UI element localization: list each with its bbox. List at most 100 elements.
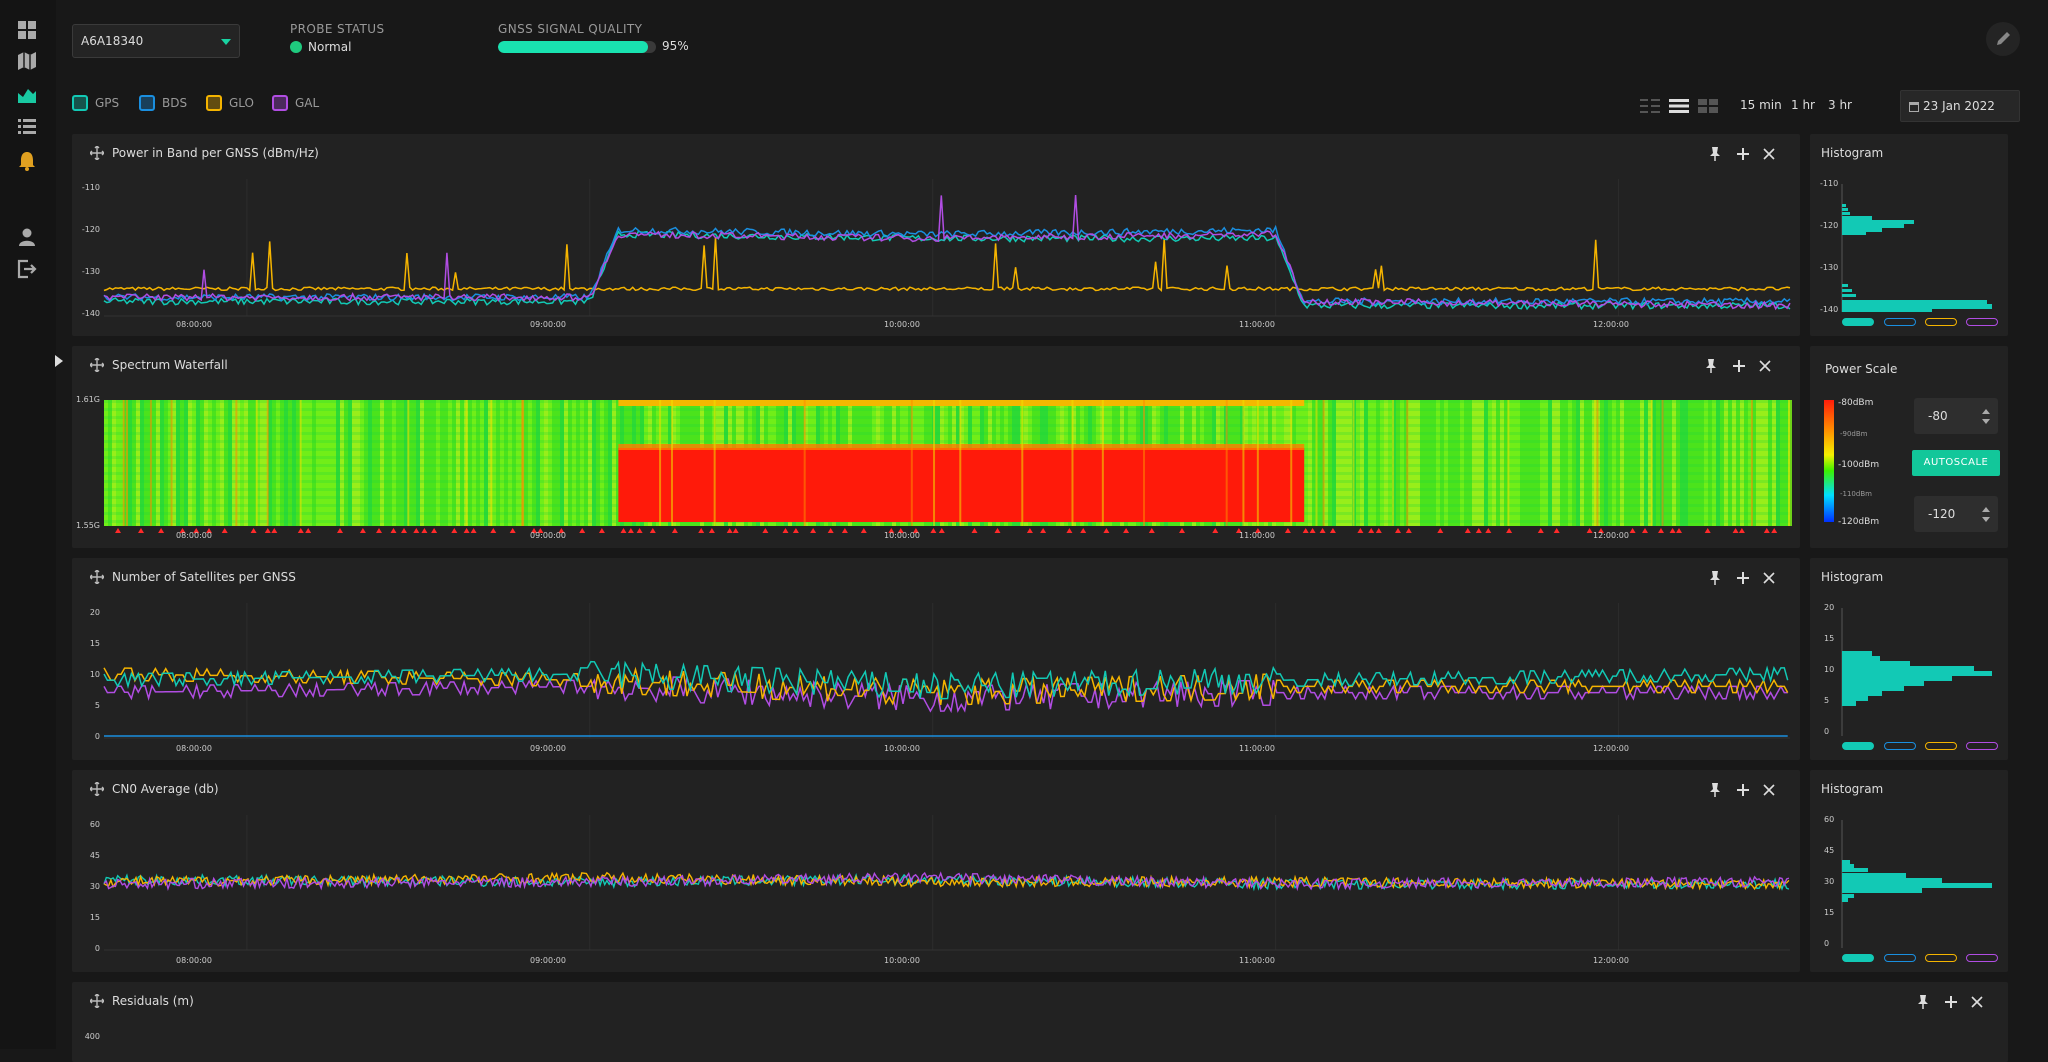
expand-sidebar-icon[interactable] xyxy=(52,352,66,370)
event-marker xyxy=(271,528,278,533)
waterfall-column xyxy=(1440,400,1444,526)
x-tick-labels: 08:00:00 09:00:00 10:00:00 11:00:00 12:0… xyxy=(176,956,1629,965)
waterfall-column xyxy=(396,400,400,526)
histogram-series-gps[interactable] xyxy=(1842,742,1874,750)
x-tick-label: 10:00:00 xyxy=(884,531,920,540)
histogram-series-bds[interactable] xyxy=(1884,742,1916,750)
histogram-bar xyxy=(1842,309,1932,312)
histogram-series-glo[interactable] xyxy=(1925,954,1957,962)
waterfall-column xyxy=(1556,400,1560,526)
waterfall-column xyxy=(576,400,580,526)
gal-checkbox[interactable] xyxy=(272,95,288,111)
close-icon[interactable] xyxy=(1762,570,1776,586)
waterfall-spike xyxy=(933,400,936,526)
waterfall-column xyxy=(1520,400,1524,526)
decrement-icon[interactable] xyxy=(1982,419,1990,424)
max-power-input[interactable]: -80 xyxy=(1914,398,1998,434)
glo-checkbox[interactable] xyxy=(206,95,222,111)
gps-checkbox[interactable] xyxy=(72,95,88,111)
date-picker[interactable]: 23 Jan 2022 xyxy=(1900,90,2020,122)
y-tick-label: -110 xyxy=(1820,179,1838,188)
waterfall-column xyxy=(1336,400,1340,526)
pin-icon[interactable] xyxy=(1704,358,1718,374)
decrement-icon[interactable] xyxy=(1982,517,1990,522)
list-icon[interactable] xyxy=(16,115,38,137)
histogram-bar xyxy=(1842,208,1848,211)
histogram-series-bds[interactable] xyxy=(1884,318,1916,326)
event-marker xyxy=(762,528,769,533)
waterfall-spike xyxy=(1071,400,1074,526)
dashboard-icon[interactable] xyxy=(16,19,38,41)
time-controls: 15 min 1 hr 3 hr 23 Jan 2022 xyxy=(1640,90,2020,122)
waterfall-column xyxy=(1432,400,1436,526)
move-icon[interactable] xyxy=(90,358,104,372)
event-marker xyxy=(558,528,565,533)
edit-button[interactable] xyxy=(1986,22,2020,56)
histogram-series-gal[interactable] xyxy=(1966,954,1998,962)
user-icon[interactable] xyxy=(16,226,38,248)
close-icon[interactable] xyxy=(1970,994,1984,1010)
waterfall-column xyxy=(116,400,120,526)
waterfall-column xyxy=(1704,400,1708,526)
probe-select[interactable]: A6A18340 xyxy=(72,24,240,58)
add-icon[interactable] xyxy=(1736,782,1750,798)
move-icon[interactable] xyxy=(90,994,104,1008)
histogram-title: Histogram xyxy=(1821,782,1884,796)
move-icon[interactable] xyxy=(90,570,104,584)
close-icon[interactable] xyxy=(1762,782,1776,798)
waterfall-column xyxy=(268,400,272,526)
move-icon[interactable] xyxy=(90,146,104,160)
waterfall-column xyxy=(1756,400,1760,526)
pin-icon[interactable] xyxy=(1708,146,1722,162)
histogram-series-gal[interactable] xyxy=(1966,742,1998,750)
histogram-series-gps[interactable] xyxy=(1842,318,1874,326)
pin-icon[interactable] xyxy=(1708,782,1722,798)
autoscale-button[interactable]: AUTOSCALE xyxy=(1912,450,2000,476)
min-power-value: -120 xyxy=(1928,507,1956,521)
range-1hr-button[interactable]: 1 hr xyxy=(1791,98,1815,112)
power-scale-label: -110dBm xyxy=(1840,490,1872,498)
increment-icon[interactable] xyxy=(1982,409,1990,414)
histogram-series-glo[interactable] xyxy=(1925,318,1957,326)
pin-icon[interactable] xyxy=(1708,570,1722,586)
min-power-input[interactable]: -120 xyxy=(1914,496,1998,532)
event-marker xyxy=(782,528,789,533)
layout-grid-icon[interactable] xyxy=(1640,98,1660,114)
close-icon[interactable] xyxy=(1762,146,1776,162)
waterfall-column xyxy=(212,400,216,526)
signal-quality-bar xyxy=(498,41,656,53)
layout-rows-icon[interactable] xyxy=(1669,98,1689,114)
waterfall-column xyxy=(568,400,572,526)
logout-icon[interactable] xyxy=(16,258,38,280)
pin-icon[interactable] xyxy=(1916,994,1930,1010)
map-icon[interactable] xyxy=(16,50,38,72)
waterfall-panel: Spectrum Waterfall 1.61G 1.55G 08:00:00 … xyxy=(72,346,1800,548)
waterfall-spike xyxy=(803,400,806,526)
histogram-series-bds[interactable] xyxy=(1884,954,1916,962)
add-icon[interactable] xyxy=(1732,358,1746,374)
histogram-series-gal[interactable] xyxy=(1966,318,1998,326)
event-marker xyxy=(401,528,407,533)
move-icon[interactable] xyxy=(90,782,104,796)
bds-checkbox[interactable] xyxy=(139,95,155,111)
range-15min-button[interactable]: 15 min xyxy=(1740,98,1782,112)
waterfall-column xyxy=(140,400,144,526)
waterfall-column xyxy=(544,400,548,526)
range-3hr-button[interactable]: 3 hr xyxy=(1828,98,1852,112)
add-icon[interactable] xyxy=(1736,146,1750,162)
histogram-series-gps[interactable] xyxy=(1842,954,1874,962)
bell-icon[interactable] xyxy=(16,150,38,172)
area-chart-icon[interactable] xyxy=(16,83,38,105)
waterfall-column xyxy=(180,400,184,526)
panel-actions xyxy=(1702,570,1784,586)
event-marker xyxy=(810,528,817,533)
waterfall-spike xyxy=(1242,400,1245,526)
add-icon[interactable] xyxy=(1736,570,1750,586)
increment-icon[interactable] xyxy=(1982,507,1990,512)
layout-columns-icon[interactable] xyxy=(1698,98,1718,114)
histogram-series-glo[interactable] xyxy=(1925,742,1957,750)
close-icon[interactable] xyxy=(1758,358,1772,374)
event-marker xyxy=(708,528,715,533)
add-icon[interactable] xyxy=(1944,994,1958,1010)
waterfall-column xyxy=(1648,400,1652,526)
